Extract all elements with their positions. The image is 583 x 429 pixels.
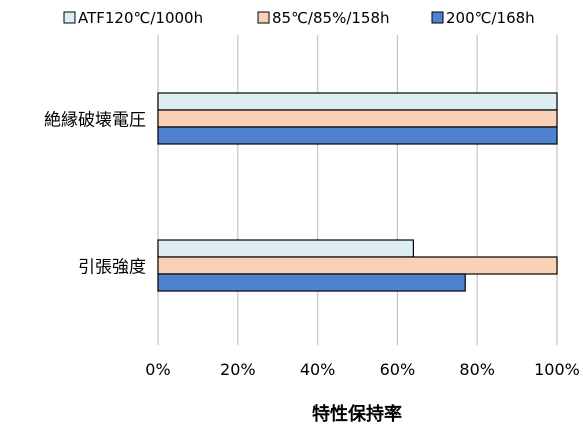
x-axis-label: 特性保持率	[312, 403, 402, 425]
bar-1-0	[157, 239, 414, 258]
x-tick-label-5: 100%	[534, 360, 580, 379]
x-tick-labels: 0% 20% 40% 60% 80% 100%	[145, 360, 580, 379]
x-tick-label-1: 20%	[220, 360, 256, 379]
bar-1-1	[157, 256, 558, 275]
gridlines	[157, 35, 558, 345]
bar-0-0	[157, 92, 558, 111]
bar-1-2	[157, 273, 466, 292]
bar-0-2	[157, 126, 558, 145]
category-label-1: 引張強度	[78, 258, 146, 278]
legend-swatch-2	[431, 11, 444, 24]
category-label-0: 絶縁破壊電圧	[44, 111, 146, 131]
x-tick-label-3: 60%	[380, 360, 416, 379]
x-tick-label-2: 40%	[300, 360, 336, 379]
bars	[157, 92, 558, 292]
x-tick-label-4: 80%	[459, 360, 495, 379]
legend-swatch-1	[257, 11, 270, 24]
legend-swatch-0	[63, 11, 76, 24]
legend-label-1: 85℃/85%/158h	[272, 9, 390, 27]
legend-label-0: ATF120℃/1000h	[78, 9, 203, 27]
legend: ATF120℃/1000h 85℃/85%/158h 200℃/168h	[63, 9, 535, 27]
bar-0-1	[157, 109, 558, 128]
x-tick-label-0: 0%	[145, 360, 170, 379]
legend-label-2: 200℃/168h	[446, 9, 535, 27]
